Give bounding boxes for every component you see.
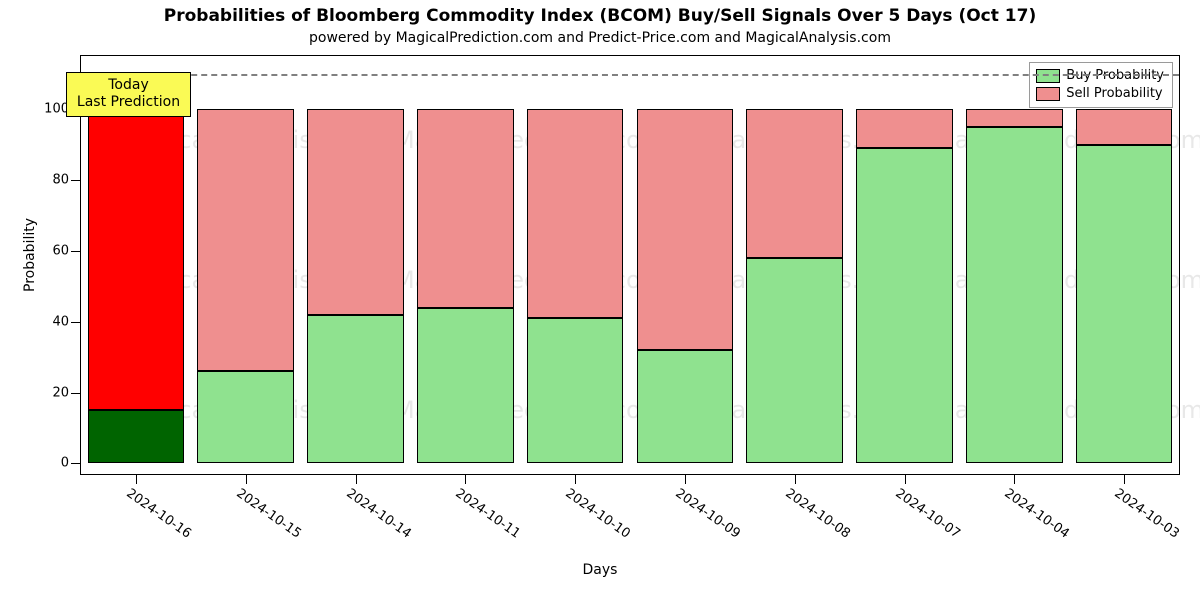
x-tick-label: 2024-10-09 xyxy=(672,486,743,542)
x-tick-label: 2024-10-08 xyxy=(782,486,853,542)
x-tick-label: 2024-10-14 xyxy=(343,486,414,542)
bar-sell xyxy=(746,109,843,258)
x-tick-label: 2024-10-15 xyxy=(233,486,304,542)
x-tick-label: 2024-10-11 xyxy=(453,486,524,542)
bar-buy xyxy=(197,371,294,463)
bar-group xyxy=(746,56,843,474)
bar-group xyxy=(307,56,404,474)
chart-title: Probabilities of Bloomberg Commodity Ind… xyxy=(0,6,1200,26)
bar-buy xyxy=(856,148,953,463)
figure: Probabilities of Bloomberg Commodity Ind… xyxy=(0,0,1200,600)
bar-group xyxy=(88,56,185,474)
bar-buy xyxy=(527,318,624,463)
bar-buy xyxy=(417,308,514,464)
y-tick-label: 40 xyxy=(52,314,81,329)
bar-group xyxy=(637,56,734,474)
y-tick-label: 80 xyxy=(52,172,81,187)
x-tick-label: 2024-10-04 xyxy=(1002,486,1073,542)
x-tick-label: 2024-10-16 xyxy=(123,486,194,542)
y-tick-label: 20 xyxy=(52,385,81,400)
today-annotation: TodayLast Prediction xyxy=(66,72,191,117)
chart-subtitle: powered by MagicalPrediction.com and Pre… xyxy=(0,30,1200,46)
x-tick-label: 2024-10-07 xyxy=(892,486,963,542)
bar-sell xyxy=(307,109,404,314)
bar-buy xyxy=(746,258,843,463)
x-tick xyxy=(356,474,357,484)
bar-buy xyxy=(307,315,404,464)
x-tick xyxy=(1014,474,1015,484)
y-axis-title: Probability xyxy=(22,218,38,292)
bar-buy xyxy=(1076,145,1173,464)
bar-sell xyxy=(1076,109,1173,144)
bar-group xyxy=(527,56,624,474)
y-tick-label: 0 xyxy=(61,456,81,471)
x-tick-label: 2024-10-03 xyxy=(1111,486,1182,542)
bar-group xyxy=(856,56,953,474)
bar-group xyxy=(417,56,514,474)
x-tick xyxy=(246,474,247,484)
bar-sell xyxy=(966,109,1063,127)
bar-sell xyxy=(856,109,953,148)
bar-sell xyxy=(88,74,185,411)
bar-sell xyxy=(527,109,624,318)
x-tick xyxy=(905,474,906,484)
x-tick-label: 2024-10-10 xyxy=(562,486,633,542)
plot-area: MagicalAnalysis.com | MagicalPrediction.… xyxy=(80,55,1180,475)
x-tick xyxy=(136,474,137,484)
bar-group xyxy=(966,56,1063,474)
y-tick-label: 60 xyxy=(52,243,81,258)
x-tick xyxy=(465,474,466,484)
bar-group xyxy=(1076,56,1173,474)
bar-sell xyxy=(637,109,734,350)
x-tick xyxy=(575,474,576,484)
bar-sell xyxy=(197,109,294,371)
bar-group xyxy=(197,56,294,474)
bar-buy xyxy=(637,350,734,463)
x-tick xyxy=(685,474,686,484)
bar-sell xyxy=(417,109,514,307)
bar-buy xyxy=(88,410,185,463)
x-tick xyxy=(1124,474,1125,484)
x-axis-title: Days xyxy=(0,562,1200,578)
x-tick xyxy=(795,474,796,484)
bar-buy xyxy=(966,127,1063,464)
